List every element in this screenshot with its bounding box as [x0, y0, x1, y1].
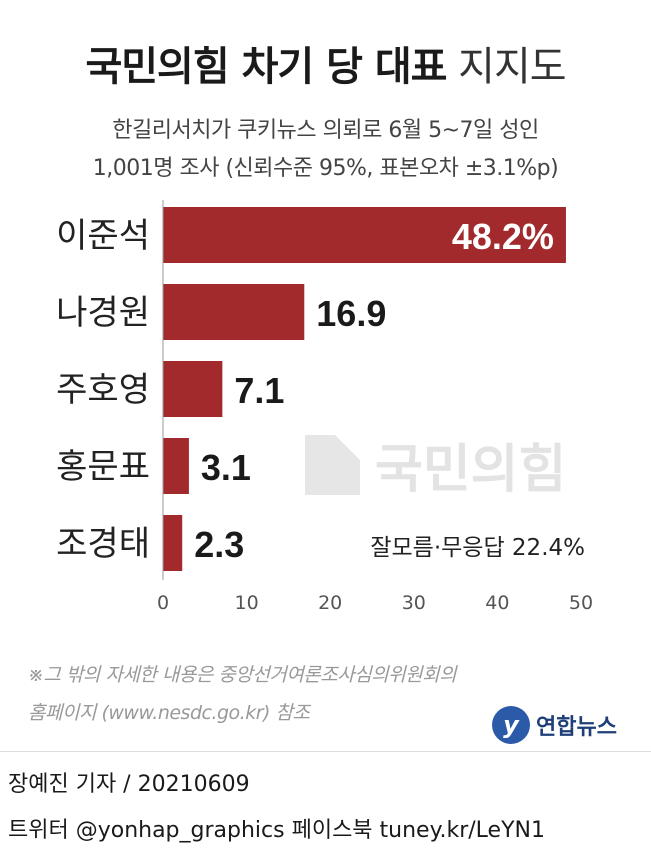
x-tick-label-4: 30 [402, 592, 426, 614]
bar-chart: 국민의힘 이준석 48.2% 나경원 16.9 주호영 7.1 홍문표 3.1 조경태 2.3 잘모름… [56, 200, 593, 614]
x-tick-label-2: 10 [235, 592, 259, 614]
x-tick-label-3: 20 [318, 592, 342, 614]
x-tick-label-6: 50 [569, 592, 593, 614]
category-label-4: 홍문표 [56, 447, 150, 487]
yonhap-logo-name: 연합뉴스 [536, 715, 617, 740]
bar-3 [163, 361, 223, 417]
category-label-5: 조경태 [56, 524, 150, 564]
category-label-1: 이준석 [56, 216, 150, 256]
value-label-3: 7.1 [234, 370, 284, 411]
value-label-1: 48.2% [452, 216, 554, 257]
chart-title: 국민의힘 차기 당 대표 지지도 [0, 34, 651, 92]
category-label-2: 나경원 [56, 293, 150, 333]
footer-credit: 장예진 기자 / 20210609 [8, 772, 250, 797]
x-tick-label-5: 40 [485, 592, 509, 614]
yonhap-logo: y 연합뉴스 [492, 706, 617, 744]
footer-social: 트위터 @yonhap_graphics 페이스북 tuney.kr/LeYN1 [8, 818, 545, 843]
value-label-2: 16.9 [316, 293, 386, 334]
category-label-3: 주호영 [56, 370, 150, 410]
subtitle-line-2: 1,001명 조사 (신뢰수준 95%, 표본오차 ±3.1%p) [92, 156, 559, 181]
yonhap-logo-icon: y [492, 706, 530, 744]
title-main: 국민의힘 차기 당 대표 [85, 44, 447, 90]
watermark-text: 국민의힘 [375, 440, 566, 500]
note-line-2: 홈페이지 (www.nesdc.go.kr) 참조 [28, 702, 310, 724]
watermark-emblem-icon [305, 435, 360, 495]
title-suffix: 지지도 [458, 44, 566, 90]
footer: 장예진 기자 / 20210609 트위터 @yonhap_graphics 페… [0, 751, 651, 852]
x-tick-label-1: 0 [157, 592, 169, 614]
bar-4 [163, 438, 189, 494]
value-label-5: 2.3 [194, 524, 244, 565]
bar-5 [163, 515, 183, 571]
bar-2 [163, 284, 305, 340]
bar-1 [163, 207, 566, 263]
note-line-1: ※그 밖의 자세한 내용은 중앙선거여론조사심의위원회의 [28, 664, 457, 686]
subtitle-line-1: 한길리서치가 쿠키뉴스 의뢰로 6월 5~7일 성인 [112, 118, 539, 143]
value-label-4: 3.1 [201, 447, 251, 488]
annotation-no-answer: 잘모름·무응답 22.4% [370, 535, 585, 561]
